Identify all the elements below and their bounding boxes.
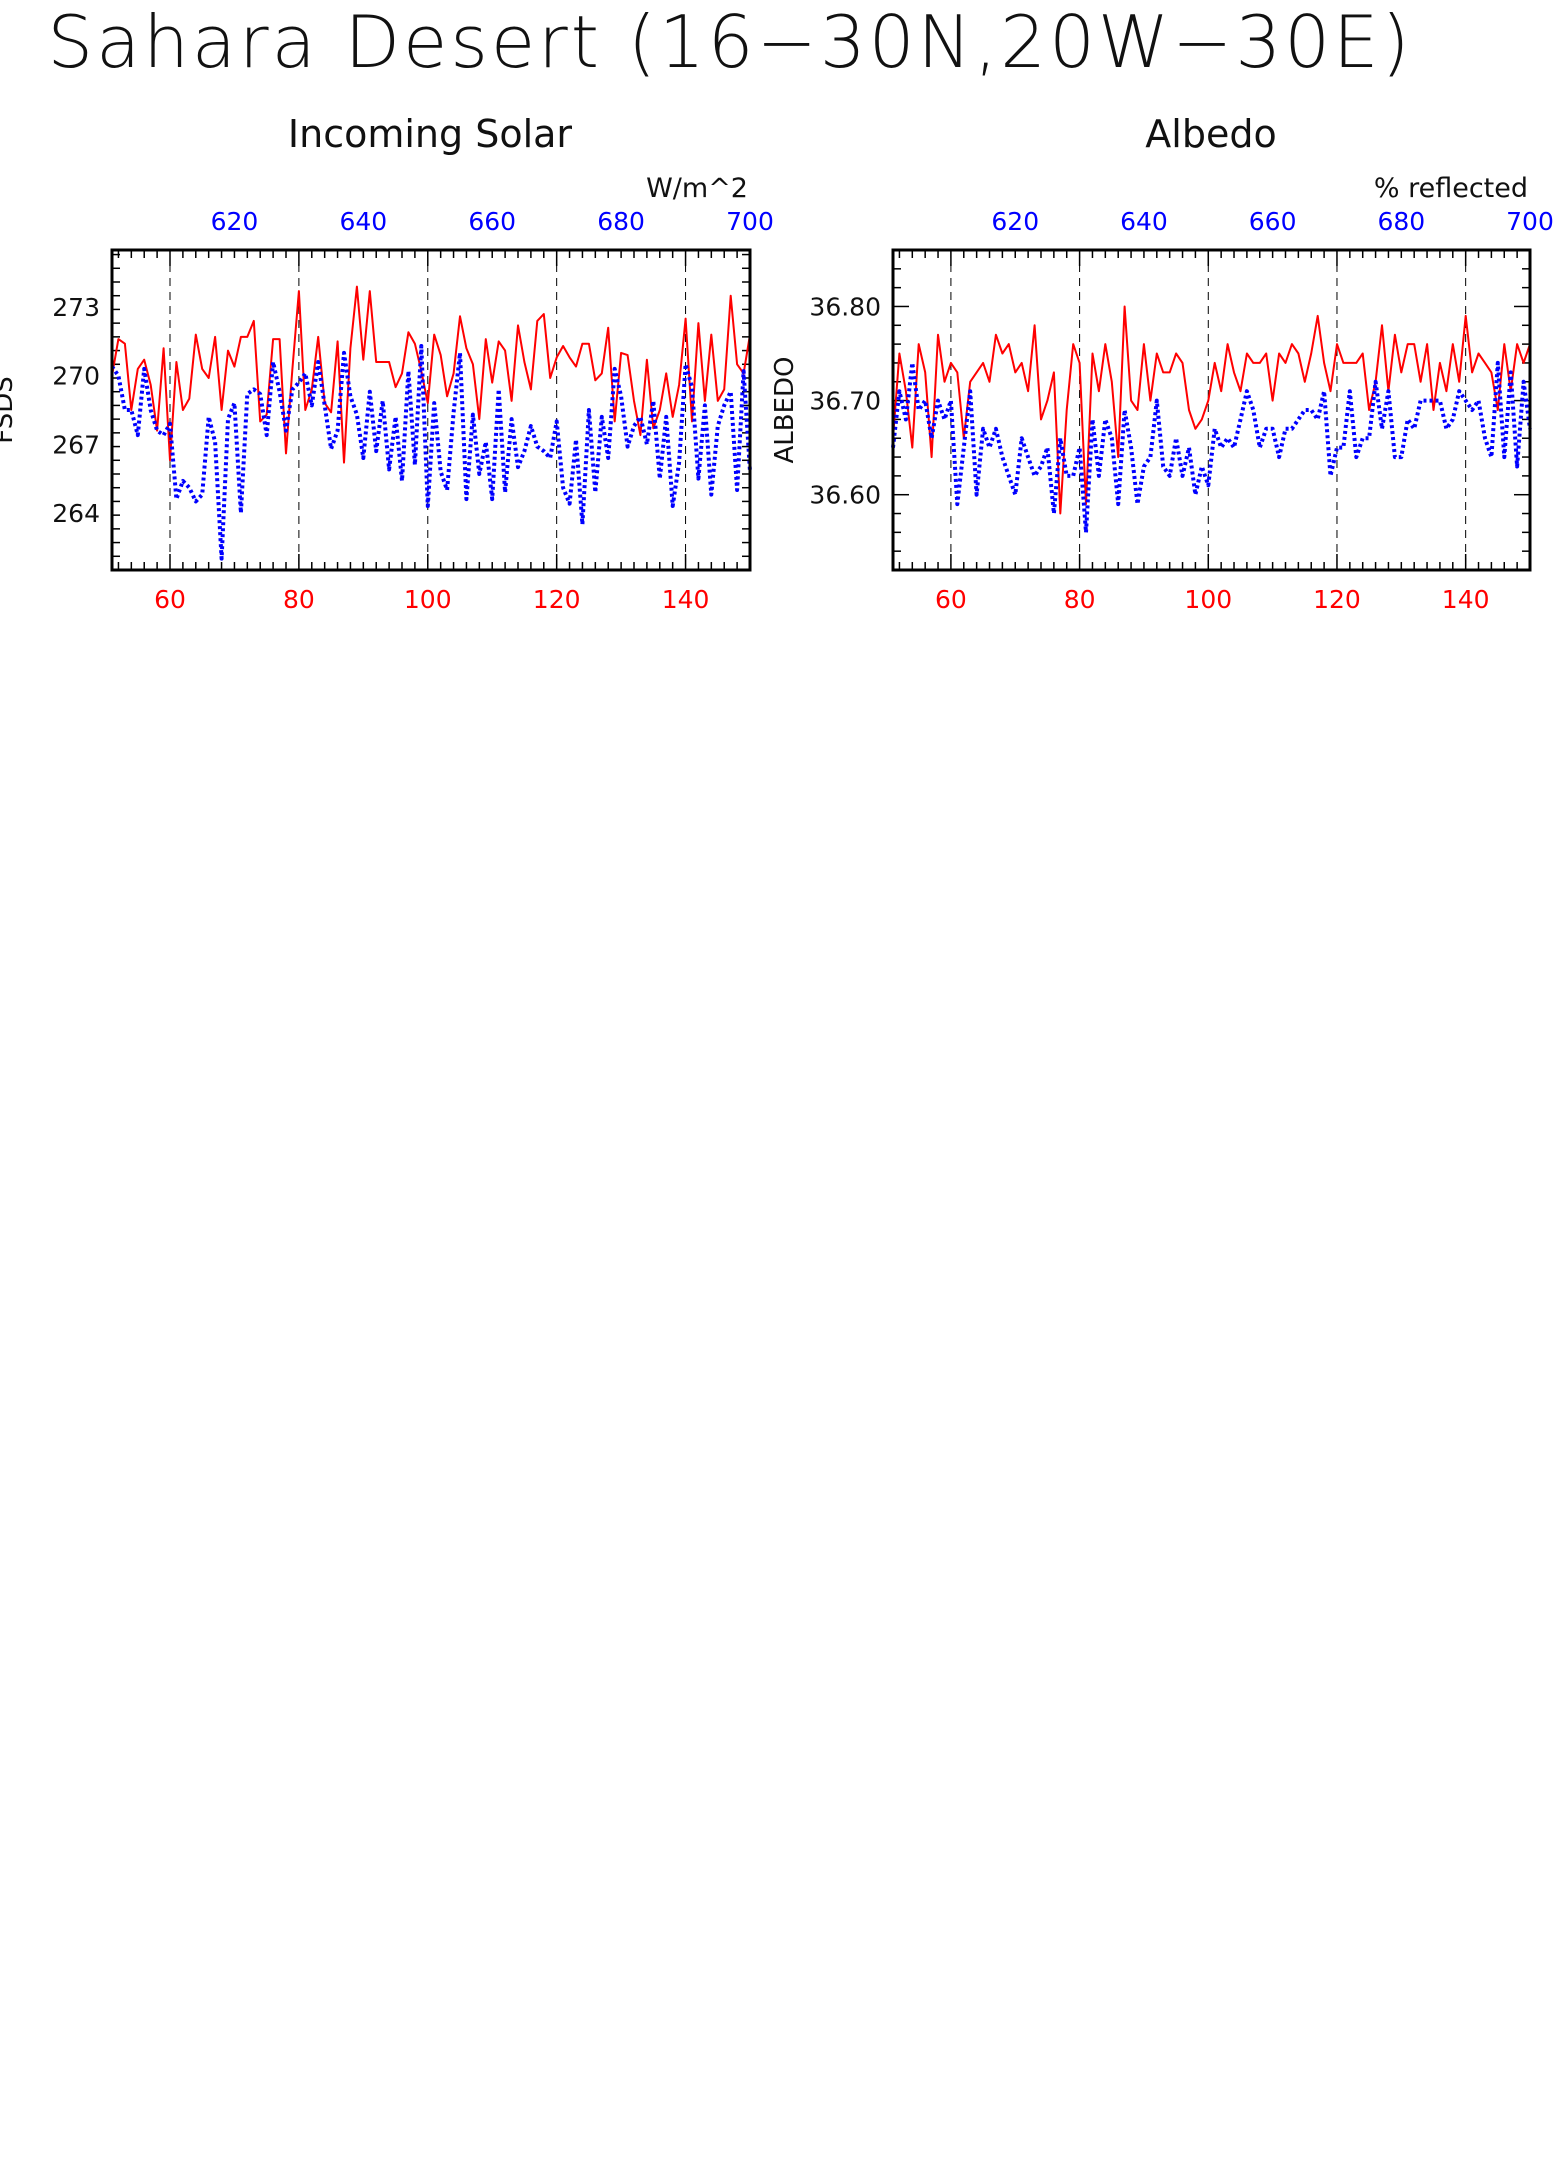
x-tick-label-top: 700 [1506, 207, 1554, 236]
plot-frame [891, 248, 1532, 572]
y-tick-label: 36.70 [809, 387, 881, 416]
x-tick-label-top: 660 [468, 207, 516, 236]
chart-panel-0: Incoming Solar W/m^2 264 267 270 273 FSDS 60 80 1… [0, 112, 774, 614]
series-blue-line [110, 344, 752, 561]
figure-title: Sahara Desert (16−30N,20W−30E) [47, 0, 1413, 84]
y-tick-label: 273 [52, 293, 100, 322]
x-tick-label-bottom: 80 [1064, 585, 1096, 614]
x-tick-label-bottom: 140 [1442, 585, 1490, 614]
x-tick-label-top: 620 [991, 207, 1039, 236]
x-tick-label-bottom: 60 [935, 585, 967, 614]
x-tick-label-top: 640 [339, 207, 387, 236]
x-tick-label-top: 680 [1377, 207, 1425, 236]
chart-panel-1: Albedo % reflected 36.60 36.70 36.80 ALBEDO 60… [770, 112, 1554, 614]
x-tick-label-top: 680 [597, 207, 645, 236]
y-tick-label: 36.60 [809, 481, 881, 510]
x-tick-label-bottom: 100 [1184, 585, 1232, 614]
y-axis-label: FSDS [0, 376, 19, 444]
units-label: W/m^2 [646, 173, 748, 204]
x-tick-label-bottom: 120 [1313, 585, 1361, 614]
x-tick-label-top: 700 [726, 207, 774, 236]
y-tick-label: 264 [52, 499, 100, 528]
y-tick-label: 270 [52, 362, 100, 391]
y-axis-label: ALBEDO [770, 356, 800, 463]
y-tick-label: 36.80 [809, 292, 881, 321]
x-tick-label-top: 640 [1120, 207, 1168, 236]
series-red-line [892, 305, 1531, 515]
x-tick-label-bottom: 100 [404, 585, 452, 614]
units-label: % reflected [1374, 173, 1528, 204]
x-tick-label-bottom: 140 [662, 585, 710, 614]
plot-frame [110, 248, 752, 572]
x-tick-label-bottom: 60 [154, 585, 186, 614]
x-tick-label-top: 660 [1249, 207, 1297, 236]
x-tick-label-bottom: 80 [283, 585, 315, 614]
series-red-line [111, 285, 751, 464]
chart-title: Albedo [1145, 112, 1276, 156]
y-tick-label: 267 [52, 430, 100, 459]
series-blue-line [891, 360, 1532, 535]
chart-title: Incoming Solar [288, 112, 573, 156]
x-tick-label-bottom: 120 [533, 585, 581, 614]
x-tick-label-top: 620 [211, 207, 259, 236]
